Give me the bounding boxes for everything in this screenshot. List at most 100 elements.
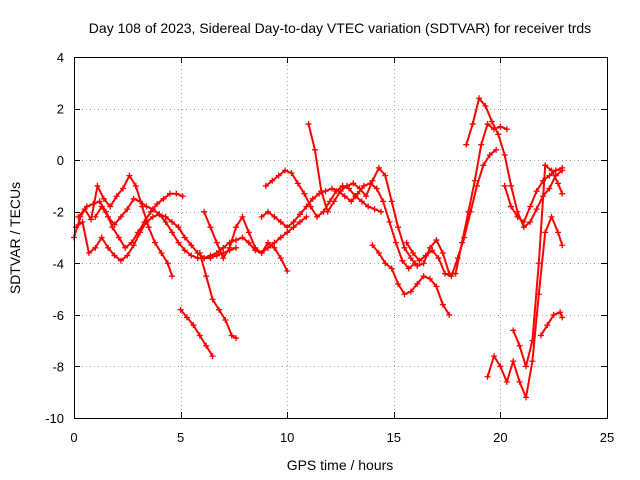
data-point-plus-marker — [290, 219, 297, 226]
data-point-plus-marker — [409, 249, 416, 256]
data-point-plus-marker — [463, 141, 470, 148]
data-point-plus-marker — [401, 244, 408, 251]
data-point-plus-marker — [277, 219, 284, 226]
data-point-plus-marker — [378, 208, 385, 215]
data-point-plus-marker — [143, 203, 150, 210]
data-point-plus-marker — [194, 255, 201, 262]
data-point-plus-marker — [388, 265, 395, 272]
data-point-plus-marker — [314, 213, 321, 220]
data-point-plus-marker — [488, 118, 495, 125]
data-point-plus-marker — [392, 239, 399, 246]
data-point-plus-marker — [542, 229, 549, 236]
data-point-plus-marker — [559, 314, 566, 321]
data-point-plus-marker — [113, 193, 120, 200]
data-point-plus-marker — [183, 314, 190, 321]
data-point-plus-marker — [296, 211, 303, 218]
data-point-plus-marker — [520, 219, 527, 226]
data-point-plus-marker — [220, 255, 227, 262]
data-point-plus-marker — [537, 332, 544, 339]
data-point-plus-marker — [439, 301, 446, 308]
data-point-plus-marker — [395, 224, 402, 231]
data-point-plus-marker — [341, 193, 348, 200]
data-point-plus-marker — [395, 280, 402, 287]
data-point-plus-marker — [277, 234, 284, 241]
data-point-plus-marker — [542, 162, 549, 169]
data-point-plus-marker — [137, 229, 144, 236]
data-point-plus-marker — [557, 309, 564, 316]
data-point-plus-marker — [169, 273, 176, 280]
data-point-plus-marker — [81, 206, 88, 213]
data-point-plus-marker — [265, 244, 272, 251]
data-point-plus-marker — [98, 203, 105, 210]
data-point-plus-marker — [220, 244, 227, 251]
data-point-plus-marker — [213, 239, 220, 246]
data-point-plus-marker — [262, 182, 269, 189]
data-point-plus-marker — [478, 141, 485, 148]
data-point-plus-marker — [124, 206, 131, 213]
data-point-plus-marker — [122, 244, 129, 251]
x-tick-label: 10 — [280, 430, 294, 445]
x-tick-label: 20 — [493, 430, 507, 445]
data-point-plus-marker — [145, 224, 152, 231]
y-tick-label: -10 — [45, 411, 64, 426]
data-point-plus-marker — [476, 95, 483, 102]
data-point-plus-marker — [529, 358, 536, 365]
data-point-plus-marker — [173, 190, 180, 197]
data-point-plus-marker — [301, 190, 308, 197]
data-point-plus-marker — [533, 188, 540, 195]
data-point-plus-marker — [130, 242, 137, 249]
data-point-plus-marker — [493, 146, 500, 153]
data-point-plus-marker — [328, 185, 335, 192]
series-sat-i — [262, 167, 385, 220]
data-point-plus-marker — [188, 252, 195, 259]
data-point-plus-marker — [533, 206, 540, 213]
data-point-plus-marker — [516, 342, 523, 349]
data-point-plus-marker — [196, 332, 203, 339]
data-point-plus-marker — [233, 244, 240, 251]
data-point-plus-marker — [120, 185, 127, 192]
data-point-plus-marker — [407, 288, 414, 295]
data-point-plus-marker — [420, 273, 427, 280]
data-point-plus-marker — [422, 252, 429, 259]
plot-frame — [74, 57, 608, 419]
data-point-plus-marker — [309, 195, 316, 202]
data-point-plus-marker — [382, 260, 389, 267]
data-point-plus-marker — [348, 198, 355, 205]
data-point-plus-marker — [294, 180, 301, 187]
data-point-plus-marker — [427, 275, 434, 282]
data-point-plus-marker — [416, 257, 423, 264]
data-point-plus-marker — [433, 237, 440, 244]
y-tick-label: -6 — [52, 308, 64, 323]
data-point-plus-marker — [115, 234, 122, 241]
data-series — [71, 95, 566, 401]
data-point-plus-marker — [105, 213, 112, 220]
series-sat-n — [484, 213, 566, 401]
data-point-plus-marker — [152, 239, 159, 246]
data-point-plus-marker — [501, 151, 508, 158]
data-point-plus-marker — [552, 167, 559, 174]
series-line — [77, 174, 174, 278]
data-point-plus-marker — [203, 342, 210, 349]
data-point-plus-marker — [371, 206, 378, 213]
data-point-plus-marker — [429, 247, 436, 254]
data-point-plus-marker — [258, 249, 265, 256]
axis-ticks: 0 5 10 15 20 25 -10 -8 -6 -4 -2 0 2 4 — [45, 50, 614, 445]
y-tick-label: -8 — [52, 359, 64, 374]
data-point-plus-marker — [296, 219, 303, 226]
data-point-plus-marker — [350, 180, 357, 187]
data-point-plus-marker — [352, 193, 359, 200]
data-point-plus-marker — [414, 262, 421, 269]
data-point-plus-marker — [166, 190, 173, 197]
data-point-plus-marker — [175, 224, 182, 231]
data-point-plus-marker — [520, 224, 527, 231]
data-point-plus-marker — [149, 206, 156, 213]
data-point-plus-marker — [188, 242, 195, 249]
data-point-plus-marker — [535, 260, 542, 267]
data-point-plus-marker — [160, 195, 167, 202]
data-point-plus-marker — [117, 257, 124, 264]
data-point-plus-marker — [514, 208, 521, 215]
data-point-plus-marker — [311, 146, 318, 153]
data-point-plus-marker — [111, 221, 118, 228]
data-point-plus-marker — [454, 255, 461, 262]
